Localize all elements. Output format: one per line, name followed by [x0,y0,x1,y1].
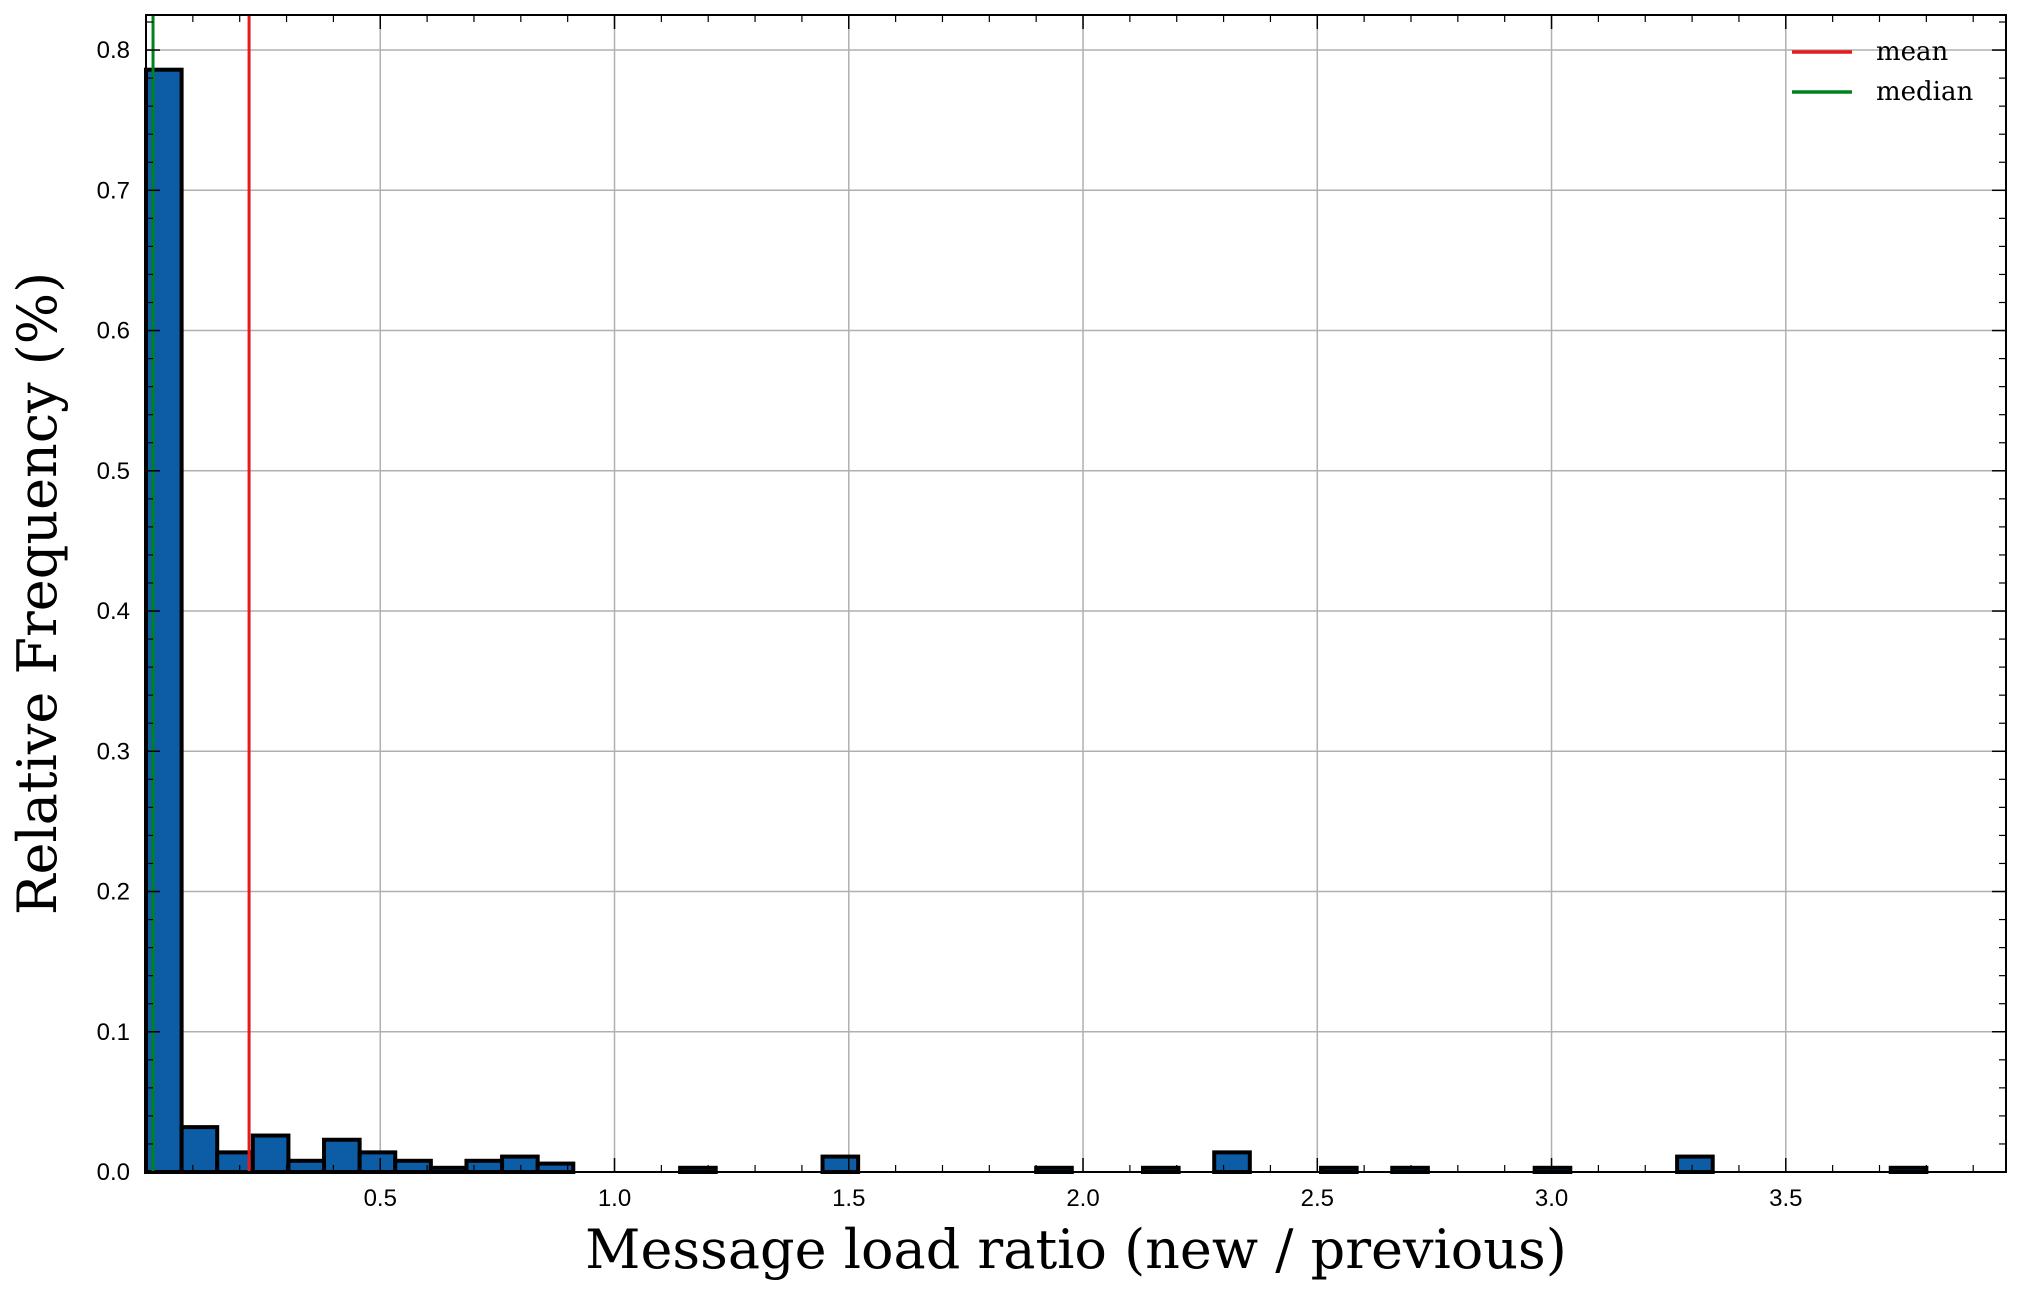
legend-mean-label: mean [1876,37,1949,67]
histogram-bar [464,1158,505,1175]
x-tick-label: 0.5 [364,1185,397,1212]
y-tick-labels: 0.0 0.1 0.2 0.3 0.4 0.5 0.6 0.7 0.8 [97,37,130,1186]
histogram-bar [144,67,184,1174]
legend: mean median [1792,37,1974,107]
grid-lines [146,15,2006,1173]
histogram-bar [1212,1150,1252,1175]
histogram-bar [393,1158,433,1175]
histogram-bars [144,67,1929,1175]
x-tick-labels: 0.5 1.0 1.5 2.0 2.5 3.0 3.5 [364,1185,1803,1212]
y-tick-label: 0.0 [97,1159,130,1186]
x-tick-label: 1.0 [598,1185,631,1212]
x-tick-label: 3.0 [1535,1185,1568,1212]
histogram-bar [500,1154,540,1175]
y-tick-label: 0.5 [97,458,130,485]
plot-frame [145,14,2007,1173]
reference-lines [151,15,251,1172]
x-tick-label: 2.5 [1301,1185,1334,1212]
histogram-bar [179,1125,220,1175]
y-tick-label: 0.2 [97,879,130,906]
y-tick-label: 0.1 [97,1019,130,1046]
histogram-bar [322,1137,362,1175]
histogram-bar [820,1154,861,1175]
histogram-bar [1675,1154,1715,1175]
axis-ticks [146,15,2006,1173]
y-tick-label: 0.7 [97,177,130,204]
x-axis-label: Message load ratio (new / previous) [585,1218,1567,1281]
x-tick-label: 2.0 [1066,1185,1099,1212]
histogram-bar [250,1133,291,1175]
y-tick-label: 0.4 [97,598,130,625]
y-tick-label: 0.8 [97,37,130,64]
y-tick-label: 0.3 [97,738,130,765]
y-axis-label: Relative Frequency (%) [6,272,69,915]
y-tick-label: 0.6 [97,318,130,345]
x-tick-label: 1.5 [832,1185,865,1212]
histogram-bar [215,1150,255,1175]
x-tick-label: 3.5 [1769,1185,1802,1212]
histogram-bar [286,1158,327,1175]
histogram-bar [357,1150,398,1175]
legend-median-label: median [1876,77,1974,107]
